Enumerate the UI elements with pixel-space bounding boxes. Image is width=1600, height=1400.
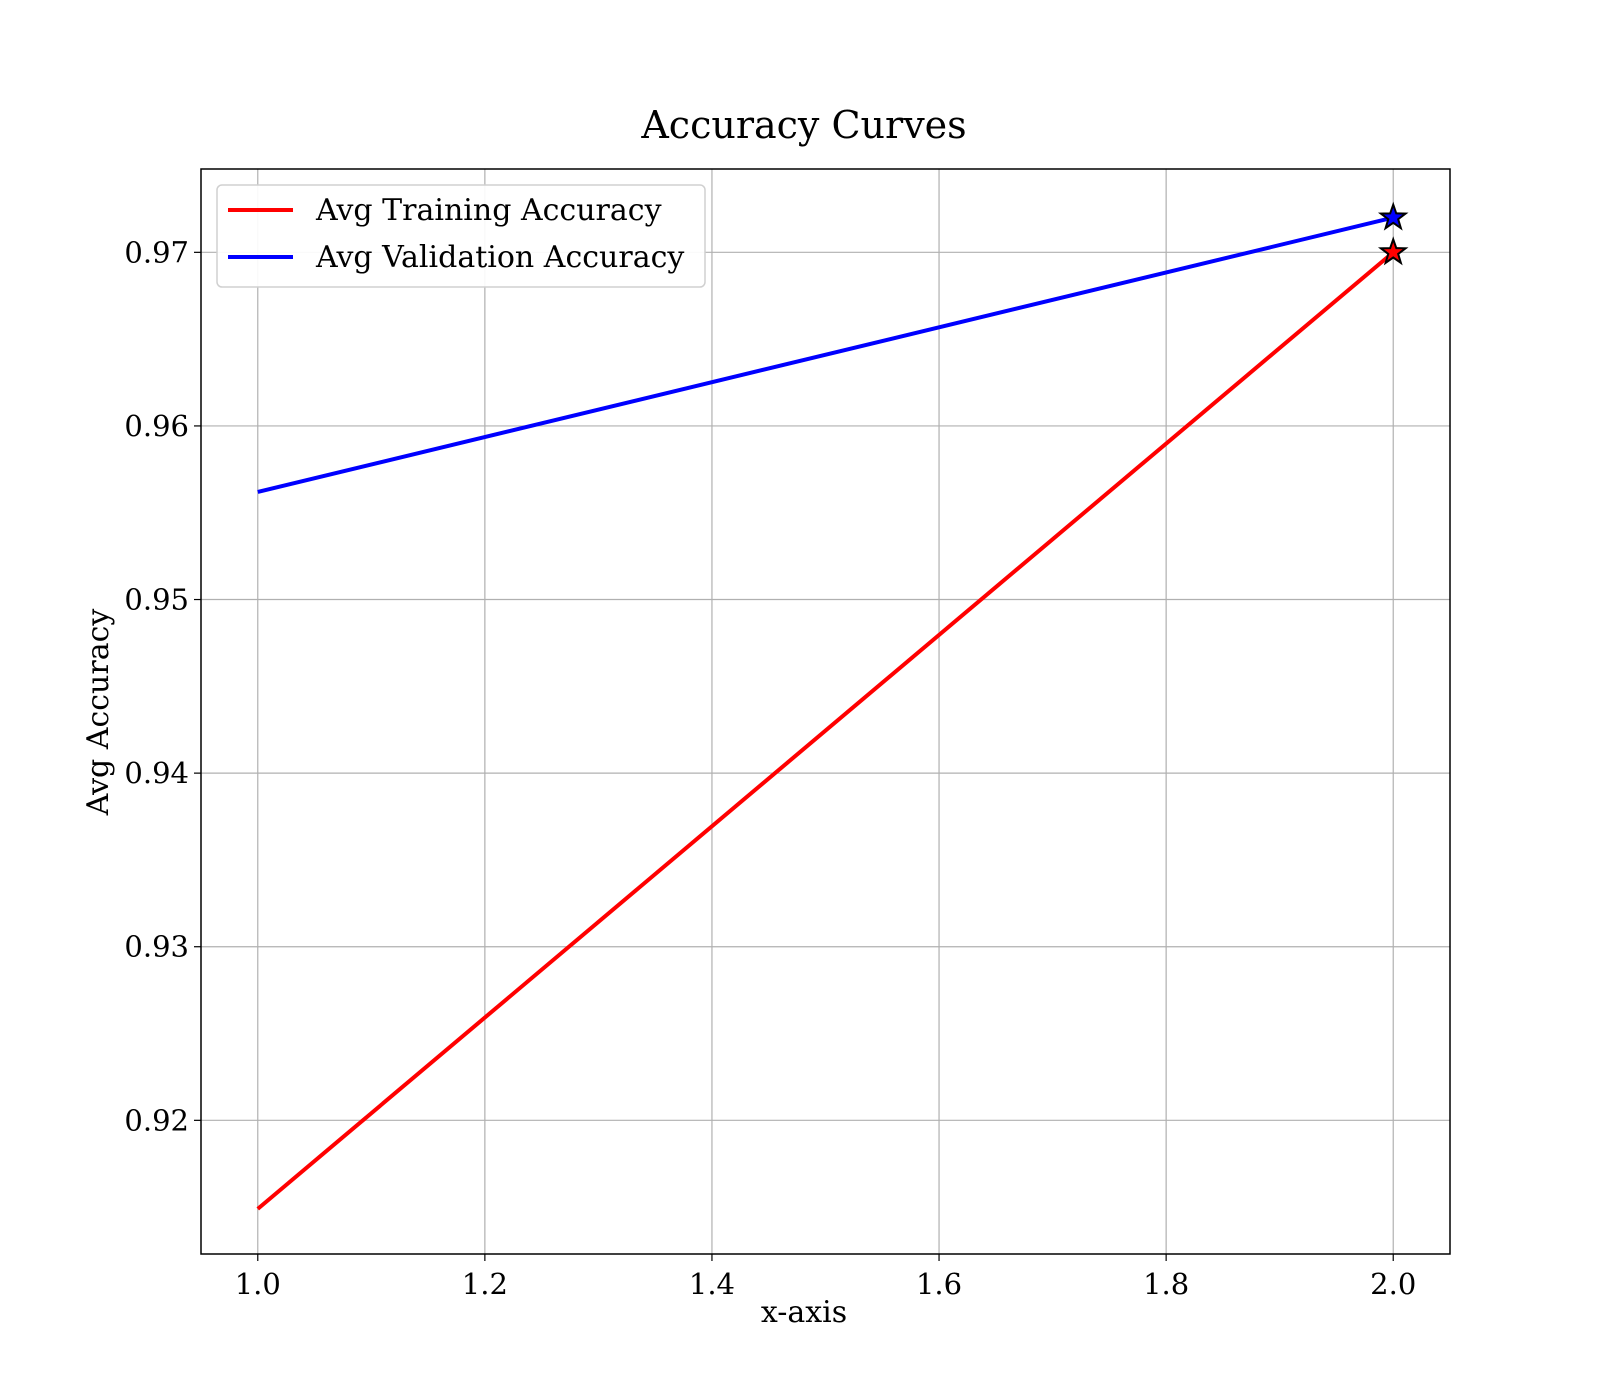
series-layer bbox=[256, 215, 1395, 1211]
plot-area bbox=[201, 169, 1450, 1254]
x-tick-label: 1.0 bbox=[235, 1267, 281, 1301]
training-accuracy-line bbox=[256, 250, 1395, 1211]
y-tick-label: 0.92 bbox=[124, 1103, 189, 1137]
plot-frame bbox=[200, 168, 1451, 1255]
plot-border bbox=[200, 168, 1451, 1255]
training-final-star-marker bbox=[1377, 236, 1409, 266]
y-tick-label: 0.95 bbox=[124, 583, 189, 617]
x-tick-label: 2.0 bbox=[1370, 1267, 1416, 1301]
axis-ticks: 1.0 1.2 1.4 1.6 1.8 2.0 0.92 0.93 0.94 0.95 0.96 0.… bbox=[124, 235, 1416, 1301]
plot-background bbox=[201, 169, 1450, 1254]
y-tick-label: 0.93 bbox=[124, 930, 189, 964]
chart-title: Accuracy Curves bbox=[640, 103, 966, 147]
x-axis-title: x-axis bbox=[761, 1295, 847, 1330]
y-tick-label: 0.97 bbox=[124, 235, 189, 269]
validation-final-star-marker bbox=[1377, 201, 1409, 231]
legend-label-training: Avg Training Accuracy bbox=[315, 193, 662, 228]
y-axis-title: Avg Accuracy bbox=[81, 609, 116, 817]
x-tick-label: 1.8 bbox=[1143, 1267, 1189, 1301]
chart-legend: Avg Training Accuracy Avg Validation Acc… bbox=[216, 184, 706, 288]
y-tick-label: 0.96 bbox=[124, 409, 189, 443]
x-tick-label: 1.6 bbox=[916, 1267, 962, 1301]
end-markers bbox=[1377, 201, 1409, 266]
legend-frame bbox=[216, 184, 706, 288]
x-tick-label: 1.4 bbox=[689, 1267, 735, 1301]
legend-label-validation: Avg Validation Accuracy bbox=[315, 240, 684, 275]
y-tick-label: 0.94 bbox=[124, 756, 189, 790]
x-tick-label: 1.2 bbox=[462, 1267, 508, 1301]
validation-accuracy-line bbox=[257, 215, 1394, 494]
